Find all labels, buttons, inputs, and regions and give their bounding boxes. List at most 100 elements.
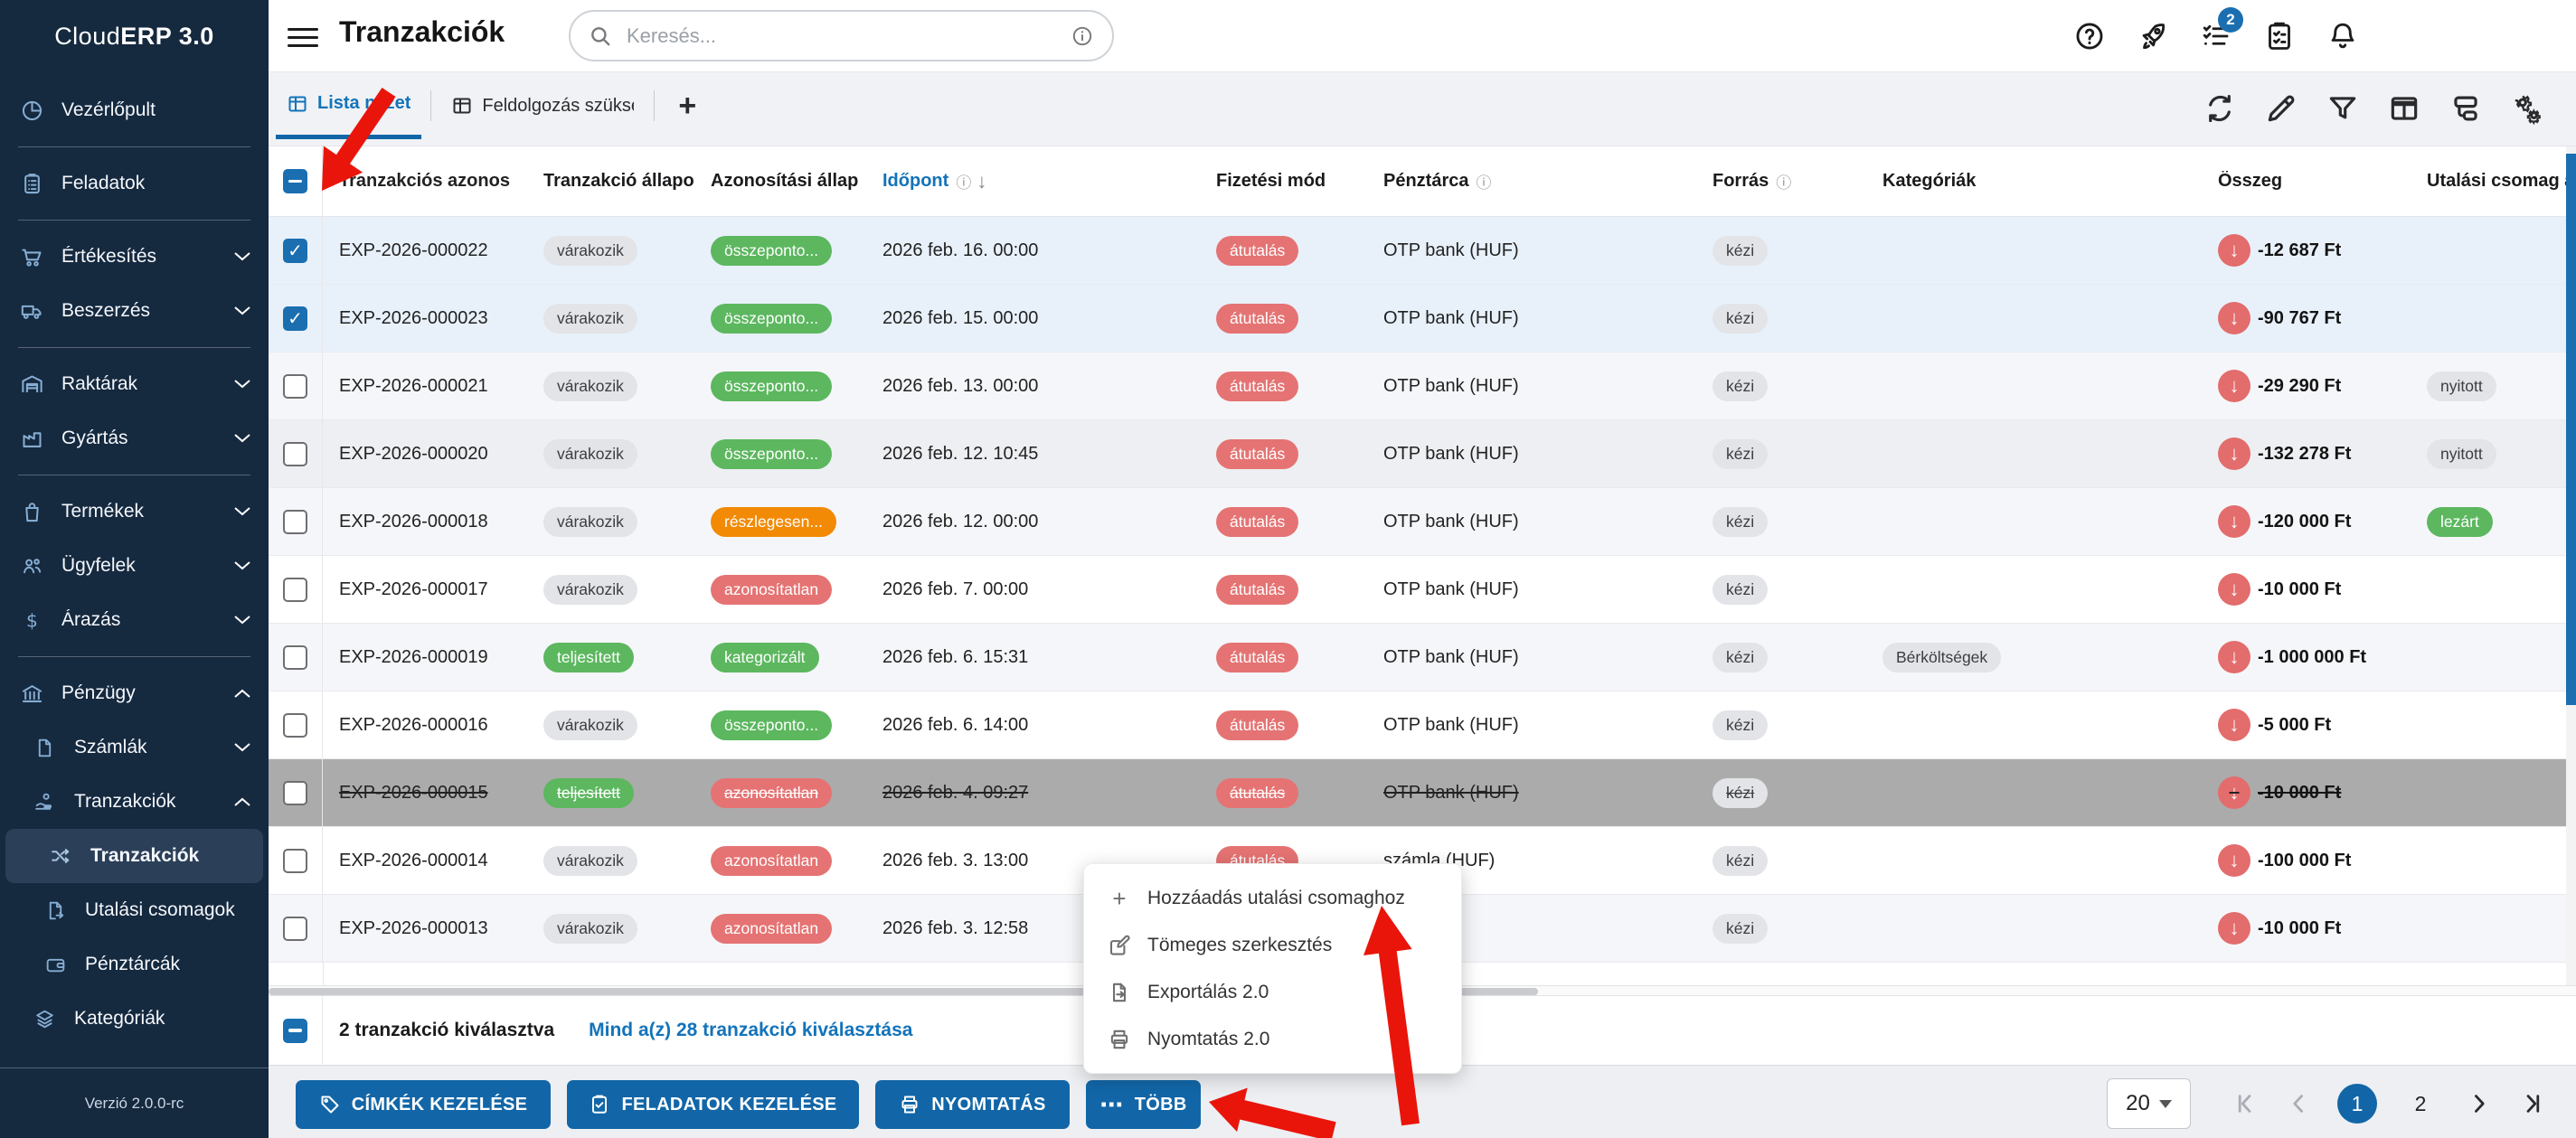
table-row[interactable]: EXP-2026-000018 várakozik részlegesen...… bbox=[269, 488, 2576, 556]
sidebar-item-pricing[interactable]: $ Árazás bbox=[0, 593, 269, 647]
vertical-scrollbar-thumb[interactable] bbox=[2566, 154, 2576, 705]
vertical-scrollbar[interactable] bbox=[2566, 146, 2576, 985]
table-row[interactable]: EXP-2026-000023 várakozik összeponto... … bbox=[269, 285, 2576, 353]
amount-down-icon: ↓ bbox=[2218, 370, 2250, 402]
table-row-deleted[interactable]: EXP-2026-000015 teljesített azonosítatla… bbox=[269, 759, 2576, 827]
select-all-checkbox[interactable] bbox=[283, 169, 307, 193]
sidebar-item-warehouses[interactable]: Raktárak bbox=[0, 357, 269, 411]
row-checkbox[interactable] bbox=[283, 916, 307, 941]
chevron-down-icon bbox=[234, 743, 252, 752]
sort-desc-icon: ↓ bbox=[977, 169, 987, 193]
table-row[interactable]: EXP-2026-000020 várakozik összeponto... … bbox=[269, 420, 2576, 488]
selection-checkbox[interactable] bbox=[283, 1018, 307, 1043]
settings-gears-icon[interactable] bbox=[2507, 89, 2547, 128]
row-checkbox[interactable] bbox=[283, 441, 307, 466]
sidebar-item-tasks[interactable]: Feladatok bbox=[0, 156, 269, 211]
identification-badge: összeponto... bbox=[711, 371, 833, 401]
page-2-button[interactable]: 2 bbox=[2414, 1091, 2427, 1115]
manage-tasks-button[interactable]: FELADATOK KEZELÉSE bbox=[567, 1080, 859, 1129]
search-box[interactable] bbox=[569, 10, 1114, 61]
sidebar-item-wallets[interactable]: Pénztárcák bbox=[0, 937, 269, 992]
help-icon[interactable] bbox=[2071, 18, 2108, 54]
table-row[interactable]: EXP-2026-000016 várakozik összeponto... … bbox=[269, 691, 2576, 759]
chevron-down-icon bbox=[234, 507, 252, 516]
col-wallet[interactable]: Pénztárca ⓘ bbox=[1383, 171, 1492, 192]
table-row[interactable]: EXP-2026-000019 teljesített kategorizált… bbox=[269, 624, 2576, 691]
checklist-icon[interactable]: 2 bbox=[2198, 7, 2243, 54]
sidebar-item-sales[interactable]: Értékesítés bbox=[0, 230, 269, 284]
row-checkbox[interactable] bbox=[283, 848, 307, 873]
prev-page-button[interactable] bbox=[2283, 1088, 2314, 1119]
col-identification[interactable]: Azonosítási állap bbox=[711, 171, 859, 191]
sidebar-item-manufacturing[interactable]: Gyártás bbox=[0, 411, 269, 466]
col-source[interactable]: Forrás ⓘ bbox=[1713, 171, 1792, 192]
clipboard-icon[interactable] bbox=[2261, 18, 2298, 54]
col-transaction-id[interactable]: Tranzakciós azonos bbox=[339, 171, 510, 191]
print-button[interactable]: NYOMTATÁS bbox=[875, 1080, 1070, 1129]
table-row[interactable]: EXP-2026-000017 várakozik azonosítatlan … bbox=[269, 556, 2576, 624]
more-button[interactable]: ⋯ TÖBB bbox=[1086, 1080, 1201, 1129]
col-transfer-package[interactable]: Utalási csomag á bbox=[2427, 171, 2575, 191]
refresh-icon[interactable] bbox=[2200, 89, 2240, 128]
menu-item-bulk-edit[interactable]: Tömeges szerkesztés bbox=[1084, 922, 1461, 969]
cell-time: 2026 feb. 7. 00:00 bbox=[882, 578, 1029, 599]
sidebar-item-transfer-packages[interactable]: Utalási csomagok bbox=[0, 883, 269, 937]
bell-icon[interactable] bbox=[2325, 18, 2361, 54]
row-checkbox[interactable] bbox=[283, 712, 307, 738]
sidebar-item-transactions-group[interactable]: Tranzakciók bbox=[0, 775, 269, 829]
table-row[interactable]: EXP-2026-000022 várakozik összeponto... … bbox=[269, 217, 2576, 285]
row-checkbox[interactable] bbox=[283, 644, 307, 670]
identification-badge: azonosítatlan bbox=[711, 777, 833, 808]
tab-processing-needed[interactable]: Feldolgozás szükséges bbox=[440, 72, 645, 139]
last-page-button[interactable] bbox=[2518, 1088, 2549, 1119]
sidebar-item-customers[interactable]: Ügyfelek bbox=[0, 539, 269, 593]
sidebar-item-invoices[interactable]: Számlák bbox=[0, 720, 269, 775]
row-checkbox[interactable] bbox=[283, 509, 307, 534]
page-1-button[interactable]: 1 bbox=[2337, 1084, 2377, 1124]
payment-badge: átutalás bbox=[1216, 371, 1299, 401]
next-page-button[interactable] bbox=[2464, 1088, 2495, 1119]
status-badge: várakozik bbox=[543, 506, 637, 537]
manage-tags-button[interactable]: CÍMKÉK KEZELÉSE bbox=[296, 1080, 551, 1129]
cell-amount: -120 000 Ft bbox=[2258, 511, 2352, 531]
col-status[interactable]: Tranzakció állapo bbox=[543, 171, 694, 191]
edit-icon[interactable] bbox=[2261, 89, 2301, 128]
menu-item-add-to-transfer-package[interactable]: + Hozzáadás utalási csomaghoz bbox=[1084, 875, 1461, 922]
tab-list-view[interactable]: Lista nézet bbox=[276, 72, 422, 139]
row-checkbox[interactable] bbox=[283, 577, 307, 602]
sidebar-item-transactions[interactable]: Tranzakciók bbox=[5, 829, 263, 883]
sidebar-item-products[interactable]: Termékek bbox=[0, 484, 269, 539]
sidebar-item-categories[interactable]: Kategóriák bbox=[0, 992, 269, 1046]
table-row[interactable]: EXP-2026-000021 várakozik összeponto... … bbox=[269, 353, 2576, 420]
rocket-icon[interactable] bbox=[2135, 18, 2171, 54]
col-categories[interactable]: Kategóriák bbox=[1882, 171, 1977, 191]
sidebar-item-dashboard[interactable]: Vezérlőpult bbox=[0, 83, 269, 137]
sidebar-item-finance[interactable]: Pénzügy bbox=[0, 666, 269, 720]
group-rows-icon[interactable] bbox=[2446, 89, 2486, 128]
menu-item-print[interactable]: Nyomtatás 2.0 bbox=[1084, 1016, 1461, 1063]
sidebar-item-procurement[interactable]: Beszerzés bbox=[0, 284, 269, 338]
row-checkbox[interactable] bbox=[283, 373, 307, 399]
layers-icon bbox=[31, 1005, 58, 1032]
horizontal-scrollbar-thumb[interactable] bbox=[269, 988, 1538, 995]
add-view-button[interactable]: + bbox=[678, 88, 697, 123]
payment-badge: átutalás bbox=[1216, 438, 1299, 469]
menu-item-export[interactable]: Exportálás 2.0 bbox=[1084, 969, 1461, 1016]
row-checkbox[interactable] bbox=[283, 306, 307, 331]
columns-icon[interactable] bbox=[2384, 89, 2424, 128]
search-input[interactable] bbox=[625, 23, 1071, 49]
filter-icon[interactable] bbox=[2323, 89, 2363, 128]
col-payment-method[interactable]: Fizetési mód bbox=[1216, 171, 1326, 191]
amount-down-icon: ↓ bbox=[2218, 505, 2250, 538]
chevron-up-icon bbox=[234, 689, 252, 698]
hamburger-menu-icon[interactable] bbox=[288, 23, 318, 50]
page-size-select[interactable]: 20 bbox=[2107, 1078, 2191, 1129]
first-page-button[interactable] bbox=[2229, 1088, 2260, 1119]
col-time-sorted[interactable]: Időpont ⓘ ↓ bbox=[882, 169, 987, 193]
col-amount[interactable]: Összeg bbox=[2218, 171, 2283, 191]
payment-badge: átutalás bbox=[1216, 506, 1299, 537]
select-all-link[interactable]: Mind a(z) 28 tranzakció kiválasztása bbox=[589, 1020, 913, 1040]
row-checkbox[interactable] bbox=[283, 780, 307, 805]
row-checkbox[interactable] bbox=[283, 238, 307, 263]
search-info-icon[interactable] bbox=[1071, 24, 1094, 48]
